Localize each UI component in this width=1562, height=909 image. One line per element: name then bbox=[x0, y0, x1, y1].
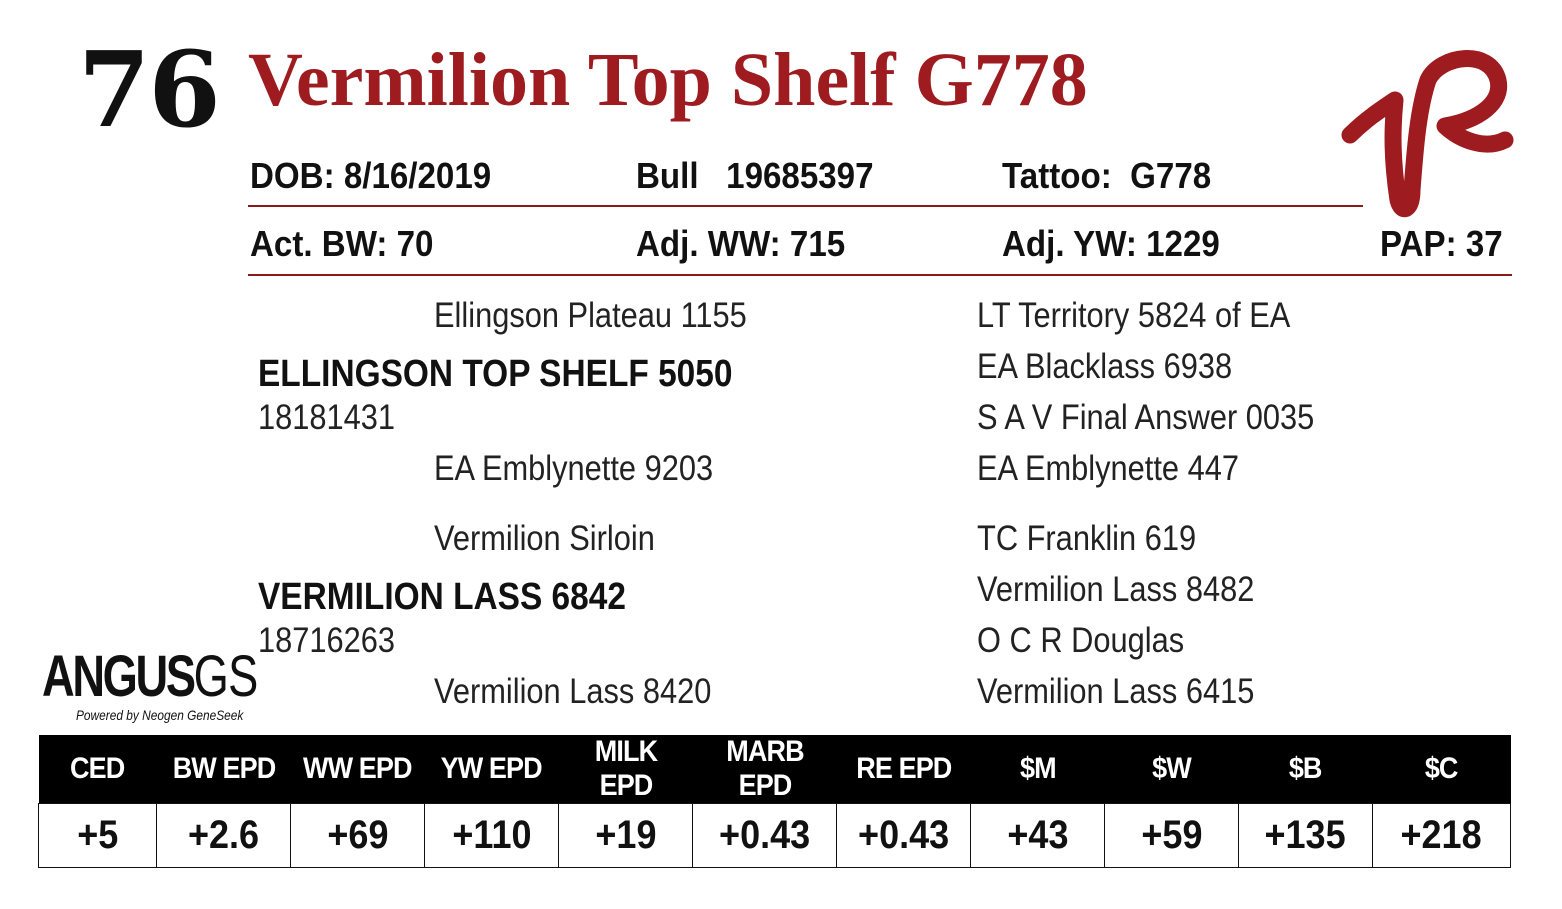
epd-header: YW EPD bbox=[424, 735, 559, 804]
dam-of-sire: EA Emblynette 9203 bbox=[434, 449, 714, 488]
divider bbox=[248, 205, 1363, 207]
pedigree-third-gen: O C R Douglas bbox=[977, 621, 1185, 660]
animal-name-title: Vermilion Top Shelf G778 bbox=[248, 38, 1088, 122]
angus-gs-logo-main: ANGUS bbox=[42, 644, 196, 709]
epd-header: $M bbox=[970, 735, 1105, 804]
adjusted-weaning-weight: Adj. WW: 715 bbox=[636, 223, 846, 264]
epd-table: CED BW EPD WW EPD YW EPD MILK EPD MARB E… bbox=[38, 735, 1511, 868]
epd-header: CED bbox=[38, 735, 157, 804]
pedigree-third-gen: S A V Final Answer 0035 bbox=[977, 398, 1315, 437]
epd-value: +0.43 bbox=[692, 803, 837, 868]
epd-value: +0.43 bbox=[836, 803, 971, 868]
epd-header: RE EPD bbox=[836, 735, 971, 804]
epd-value: +5 bbox=[38, 803, 157, 868]
epd-value: +110 bbox=[424, 803, 559, 868]
adjusted-yearling-weight: Adj. YW: 1229 bbox=[1002, 223, 1220, 264]
pedigree-third-gen: EA Emblynette 447 bbox=[977, 449, 1239, 488]
pedigree-third-gen: EA Blacklass 6938 bbox=[977, 347, 1233, 386]
sire-of-dam: Vermilion Sirloin bbox=[434, 519, 655, 558]
epd-value: +43 bbox=[970, 803, 1105, 868]
epd-value: +69 bbox=[290, 803, 425, 868]
actual-birth-weight: Act. BW: 70 bbox=[250, 223, 434, 264]
epd-value: +2.6 bbox=[156, 803, 291, 868]
pedigree-third-gen: Vermilion Lass 6415 bbox=[977, 672, 1255, 711]
divider bbox=[248, 274, 1512, 276]
epd-header: MILK EPD bbox=[558, 735, 693, 804]
pedigree-third-gen: TC Franklin 619 bbox=[977, 519, 1197, 558]
vermilion-ranch-brand-logo-icon bbox=[1341, 50, 1514, 218]
epd-header: MARB EPD bbox=[692, 735, 837, 804]
dob: DOB: 8/16/2019 bbox=[250, 155, 492, 196]
epd-value: +218 bbox=[1372, 803, 1511, 868]
dam-of-dam: Vermilion Lass 8420 bbox=[434, 672, 712, 711]
epd-value: +59 bbox=[1104, 803, 1239, 868]
pap-score: PAP: 37 bbox=[1380, 223, 1503, 264]
angus-gs-logo-suffix: GS bbox=[193, 644, 259, 709]
epd-header: $B bbox=[1238, 735, 1373, 804]
sire-of-sire: Ellingson Plateau 1155 bbox=[434, 296, 747, 335]
sire-registration: 18181431 bbox=[258, 398, 396, 437]
epd-value-row: +5 +2.6 +69 +110 +19 +0.43 +0.43 +43 +59… bbox=[38, 803, 1511, 868]
registration-number: Bull 19685397 bbox=[636, 155, 874, 196]
pedigree-third-gen: Vermilion Lass 8482 bbox=[977, 570, 1255, 609]
tattoo: Tattoo: G778 bbox=[1002, 155, 1212, 196]
epd-header: WW EPD bbox=[290, 735, 425, 804]
angus-gs-logo: ANGUSGS bbox=[42, 648, 258, 706]
epd-value: +135 bbox=[1238, 803, 1373, 868]
dam-registration: 18716263 bbox=[258, 621, 396, 660]
sire-name: ELLINGSON TOP SHELF 5050 bbox=[258, 353, 733, 395]
angus-gs-tagline: Powered by Neogen GeneSeek bbox=[76, 707, 244, 723]
dam-name: VERMILION LASS 6842 bbox=[258, 576, 626, 618]
epd-header: $W bbox=[1104, 735, 1239, 804]
epd-header-row: CED BW EPD WW EPD YW EPD MILK EPD MARB E… bbox=[38, 735, 1511, 804]
pedigree-third-gen: LT Territory 5824 of EA bbox=[977, 296, 1291, 335]
epd-value: +19 bbox=[558, 803, 693, 868]
epd-header: $C bbox=[1372, 735, 1511, 804]
lot-number: 76 bbox=[78, 28, 221, 151]
epd-header: BW EPD bbox=[156, 735, 291, 804]
